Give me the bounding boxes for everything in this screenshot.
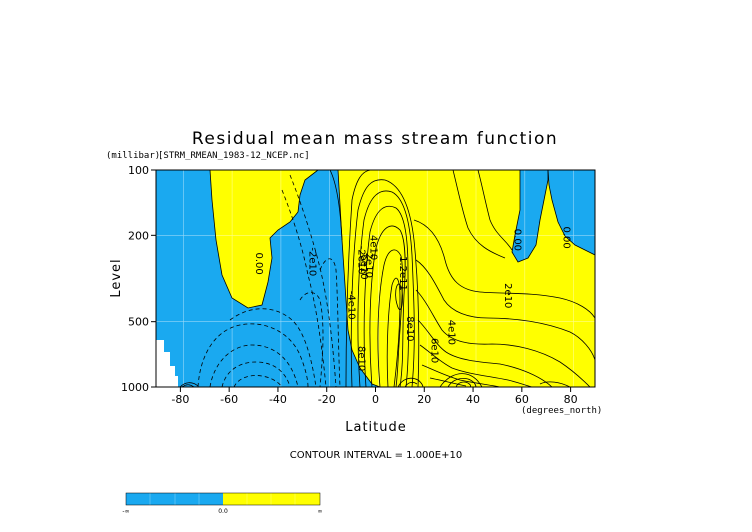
colorbar-positive: [223, 493, 320, 505]
contour-label: 2e10: [363, 253, 374, 278]
contour-label: 6e10: [429, 338, 440, 363]
contour-label: 8e10: [404, 316, 415, 341]
x-axis: -80 -60 -40 -20 0 20 40 60 80: [171, 387, 578, 406]
contour-label: 2e10: [502, 283, 513, 308]
y-axis: 100 200 500 1000: [121, 164, 156, 394]
x-units-label: (degrees_north): [521, 406, 602, 416]
colorbar-negative: [126, 493, 223, 505]
colorbar-label-max: ∞: [318, 508, 323, 515]
x-tick-label: -40: [269, 393, 287, 406]
y-axis-title: Level: [109, 258, 124, 297]
negative-region-north: [500, 170, 548, 262]
positive-contours: [179, 170, 595, 387]
chart-title: Residual mean mass stream function: [192, 129, 558, 149]
x-tick-label: -60: [220, 393, 238, 406]
x-axis-title: Latitude: [345, 420, 407, 435]
contour-label: 6e10: [358, 254, 369, 279]
x-tick-label: 40: [466, 393, 480, 406]
contour-label: 8e10: [355, 346, 366, 371]
y-tick-label: 100: [128, 164, 149, 177]
contour-interval-text: CONTOUR INTERVAL = 1.000E+10: [290, 450, 462, 461]
plot-area: [156, 170, 595, 387]
negative-region-south: [156, 170, 380, 387]
contour-label: -2e10: [307, 247, 318, 276]
contour-label: 1.2e11: [397, 256, 408, 291]
x-tick-label: 0: [372, 393, 379, 406]
contour-label: 4e10: [368, 235, 379, 260]
colorbar: -∞ 0.0 ∞: [122, 492, 323, 515]
contour-label: -2e10: [355, 246, 366, 275]
negative-region-northpole: [548, 170, 595, 255]
x-tick-label: 20: [417, 393, 431, 406]
contour-label: 0.00: [512, 229, 523, 251]
contour-label: 0.00: [253, 252, 264, 274]
missing-data-area: [156, 340, 178, 387]
contour-label: 4e10: [446, 320, 457, 345]
negative-contours: [197, 174, 341, 387]
colorbar-label-min: -∞: [122, 508, 129, 515]
y-tick-label: 1000: [121, 381, 149, 394]
x-tick-label: -80: [171, 393, 189, 406]
y-tick-label: 500: [128, 316, 149, 329]
x-tick-label: 80: [564, 393, 578, 406]
x-tick-label: 60: [515, 393, 529, 406]
colorbar-label-zero: 0.0: [218, 508, 228, 515]
contour-label: -4e10: [346, 291, 357, 320]
y-units-label: (millibar): [106, 151, 160, 161]
chart-subtitle: [STRM_RMEAN_1983-12_NCEP.nc]: [158, 151, 310, 161]
zero-contours: [209, 170, 595, 387]
x-tick-label: -20: [318, 393, 336, 406]
y-tick-label: 200: [128, 229, 149, 242]
contour-label: 0.00: [560, 227, 571, 249]
